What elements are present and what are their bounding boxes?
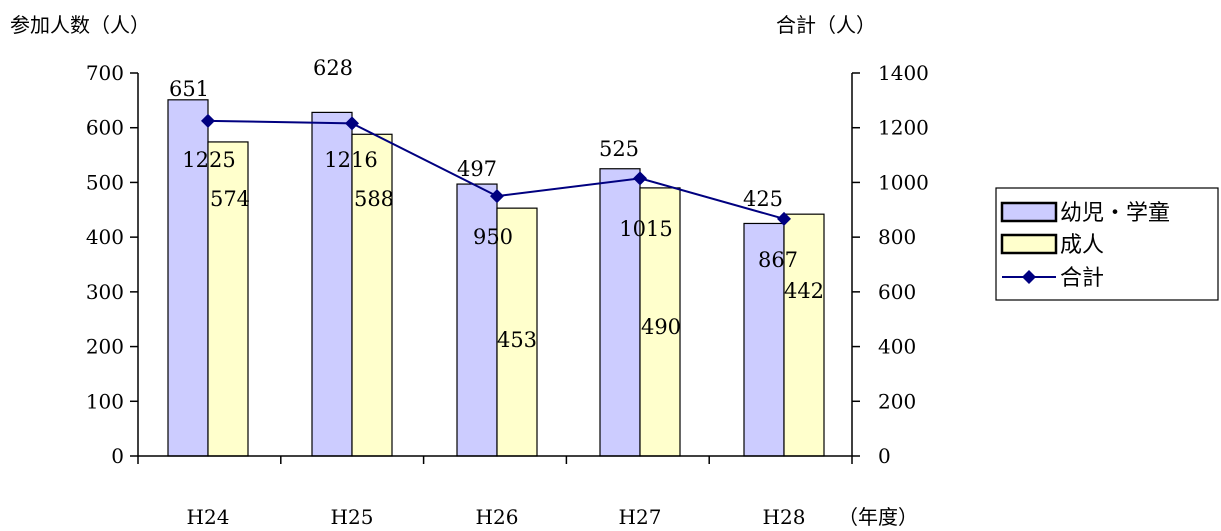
bar-children-H25 bbox=[311, 111, 353, 457]
y-left-tick-label: 300 bbox=[86, 280, 124, 304]
bar-adults-H28 bbox=[783, 213, 825, 457]
y-left-tick-label: 500 bbox=[86, 170, 124, 194]
y-right-tick-label: 0 bbox=[878, 444, 891, 468]
legend-label-children: 幼児・学童 bbox=[1060, 201, 1170, 226]
legend-swatch-children bbox=[1000, 201, 1058, 223]
legend-label-total: 合計 bbox=[1060, 266, 1104, 291]
data-label-children: 525 bbox=[599, 137, 639, 161]
x-category-label: H24 bbox=[187, 505, 230, 529]
data-label-total: 1225 bbox=[182, 148, 235, 172]
total-marker-H28 bbox=[777, 211, 791, 226]
data-label-total: 950 bbox=[473, 225, 513, 249]
y-left-tick-label: 0 bbox=[111, 444, 124, 468]
plot-area: 0 100 200 300 400 500 600 700 0 200 400 600 800 1000 1… bbox=[86, 56, 929, 529]
data-label-total: 867 bbox=[758, 248, 798, 272]
legend-swatch-adults bbox=[1000, 233, 1058, 255]
x-axis-unit-label: （年度） bbox=[838, 505, 918, 529]
data-label-adults: 442 bbox=[784, 279, 824, 303]
total-marker-H26 bbox=[490, 189, 504, 204]
data-label-children: 651 bbox=[169, 77, 209, 101]
total-marker-H27 bbox=[633, 171, 647, 186]
data-label-adults: 490 bbox=[641, 315, 681, 339]
y-left-tick-label: 200 bbox=[86, 335, 124, 359]
y-left-tick-label: 400 bbox=[86, 225, 124, 249]
y-right-tick-label: 200 bbox=[878, 389, 916, 413]
y-left-tick-label: 700 bbox=[86, 61, 124, 85]
y-right-tick-label: 1200 bbox=[878, 116, 929, 140]
y-left-tick-label: 600 bbox=[86, 116, 124, 140]
x-category-label: H27 bbox=[619, 505, 662, 529]
bar-adults-H26 bbox=[496, 207, 538, 457]
y-right-tick-label: 600 bbox=[878, 280, 916, 304]
total-marker-H24 bbox=[201, 113, 215, 128]
x-category-label: H28 bbox=[763, 505, 806, 529]
bar-children-H24 bbox=[167, 99, 209, 457]
data-label-total: 1216 bbox=[324, 148, 377, 172]
legend-label-adults: 成人 bbox=[1060, 233, 1104, 258]
y-right-axis-title: 合計（人） bbox=[776, 13, 876, 37]
data-label-total: 1015 bbox=[619, 217, 672, 241]
y-right-tick-label: 1000 bbox=[878, 170, 929, 194]
y-left-axis-title: 参加人数（人） bbox=[10, 13, 150, 37]
legend-marker-total bbox=[1022, 270, 1036, 284]
x-category-label: H25 bbox=[331, 505, 374, 529]
data-label-adults: 574 bbox=[210, 187, 250, 211]
x-category-label: H26 bbox=[476, 505, 519, 529]
data-label-children: 628 bbox=[313, 56, 353, 80]
y-left-tick-label: 100 bbox=[86, 389, 124, 413]
bar-adults-H25 bbox=[351, 133, 393, 457]
bar-children-H27 bbox=[599, 168, 641, 457]
y-right-tick-label: 800 bbox=[878, 225, 916, 249]
data-label-children: 425 bbox=[743, 187, 783, 211]
y-right-tick-label: 400 bbox=[878, 335, 916, 359]
bar-children-H26 bbox=[456, 183, 498, 457]
data-label-children: 497 bbox=[457, 157, 497, 181]
data-label-adults: 453 bbox=[497, 328, 537, 352]
y-right-tick-label: 1400 bbox=[878, 61, 929, 85]
total-marker-H25 bbox=[345, 116, 359, 131]
data-label-adults: 588 bbox=[354, 187, 394, 211]
